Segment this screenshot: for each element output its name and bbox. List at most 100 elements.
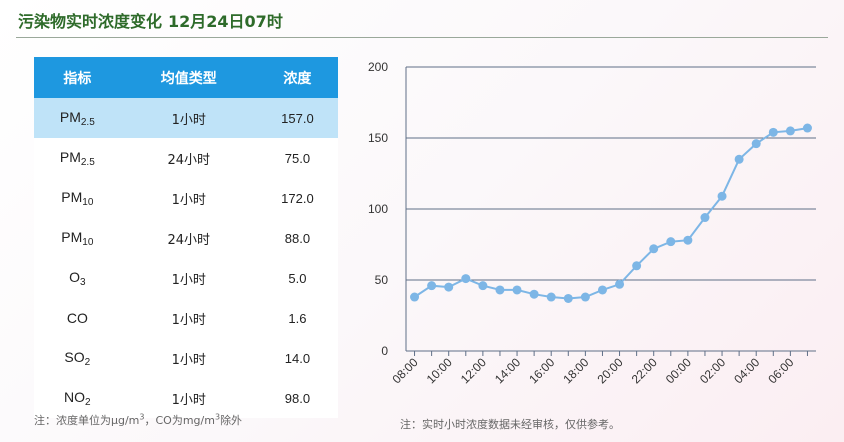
data-point[interactable] — [700, 213, 710, 223]
indicator-name: O — [69, 268, 80, 285]
y-tick-label: 200 — [368, 60, 388, 74]
unit-note: 注：浓度单位为μg/m3，CO为mg/m3除外 — [34, 412, 242, 428]
table-row[interactable]: NO2 1小时 98.0 — [34, 378, 338, 418]
data-point[interactable] — [580, 292, 590, 302]
data-point[interactable] — [478, 281, 488, 291]
unit-note-sup1: 3 — [139, 412, 145, 422]
average-type-cell: 1小时 — [171, 392, 206, 408]
data-point[interactable] — [802, 123, 812, 133]
indicator-name: PM — [59, 148, 81, 165]
table-header-row: 指标 均值类型 浓度 — [34, 57, 338, 98]
data-point[interactable] — [410, 292, 420, 302]
table-row[interactable]: PM10 1小时 172.0 — [34, 178, 338, 218]
series-line — [413, 127, 808, 300]
data-point[interactable] — [751, 139, 761, 149]
column-header-average-type: 均值类型 — [120, 57, 257, 98]
data-point[interactable] — [512, 285, 522, 295]
unit-note-c: 除外 — [220, 414, 243, 427]
y-tick-label: 100 — [368, 202, 388, 216]
data-point[interactable] — [632, 261, 642, 271]
concentration-cell: 98.0 — [284, 390, 311, 406]
concentration-cell: 157.0 — [281, 110, 314, 126]
x-tick-label: 14:00 — [492, 355, 523, 386]
indicator-cell: PM10 — [34, 178, 121, 218]
table-row[interactable]: PM2.5 1小时 157.0 — [34, 98, 338, 138]
concentration-cell: 14.0 — [284, 350, 311, 366]
data-point[interactable] — [785, 126, 795, 136]
indicator-cell: PM2.5 — [34, 138, 121, 178]
y-tick-label: 0 — [381, 344, 388, 358]
average-type-cell: 1小时 — [171, 352, 206, 368]
data-point[interactable] — [615, 279, 625, 289]
data-point[interactable] — [529, 289, 539, 299]
y-tick-label: 50 — [375, 273, 389, 287]
indicator-name: PM — [61, 188, 83, 205]
x-tick-label: 20:00 — [595, 355, 626, 386]
x-tick-label: 22:00 — [629, 355, 660, 386]
x-tick-label: 16:00 — [526, 355, 557, 386]
concentration-line-chart: 0 50 100 150 200 08:00 10:00 12:00 14:00 16:00 18:… — [368, 60, 816, 386]
average-type-cell: 1小时 — [171, 112, 206, 128]
data-point[interactable] — [597, 285, 607, 295]
data-point[interactable] — [461, 274, 471, 284]
indicator-cell: CO — [34, 298, 121, 338]
unit-note-sup2: 3 — [214, 412, 221, 422]
y-tick-label: 150 — [368, 131, 388, 145]
title-time: 12月24日07时 — [168, 12, 283, 31]
x-tick-label: 18:00 — [560, 355, 591, 386]
indicator-subscript: 2 — [84, 356, 91, 368]
concentration-cell: 1.6 — [288, 310, 307, 326]
indicator-subscript: 10 — [82, 236, 94, 248]
data-point[interactable] — [444, 282, 454, 292]
data-point[interactable] — [768, 127, 778, 137]
concentration-cell: 75.0 — [284, 150, 311, 166]
unit-note-b: ，CO为mg/m — [144, 414, 215, 427]
indicator-cell: SO2 — [34, 338, 121, 378]
data-point[interactable] — [734, 154, 744, 164]
title-text: 污染物实时浓度变化 — [18, 12, 163, 31]
column-header-indicator: 指标 — [34, 57, 121, 98]
average-type-cell: 1小时 — [171, 192, 206, 208]
indicator-cell: PM2.5 — [34, 98, 121, 138]
x-tick-label: 06:00 — [765, 355, 796, 386]
indicator-name: PM — [61, 228, 83, 245]
page-title: 污染物实时浓度变化 12月24日07时 — [18, 8, 283, 32]
data-point[interactable] — [546, 292, 556, 302]
average-type-cell: 1小时 — [171, 312, 206, 328]
header-divider — [16, 37, 828, 38]
indicator-subscript: 2.5 — [80, 156, 95, 168]
indicator-subscript: 3 — [79, 276, 86, 288]
data-point[interactable] — [427, 281, 437, 291]
concentration-cell: 5.0 — [288, 270, 307, 286]
indicator-cell: PM10 — [34, 218, 121, 258]
indicator-name: PM — [59, 108, 81, 125]
data-point[interactable] — [563, 293, 573, 303]
data-point[interactable] — [666, 237, 676, 247]
x-tick-label: 12:00 — [458, 355, 489, 386]
indicator-name: SO — [64, 348, 85, 365]
table-row[interactable]: SO2 1小时 14.0 — [34, 338, 338, 378]
indicator-name: CO — [66, 310, 88, 326]
indicator-subscript: 2 — [85, 396, 91, 408]
indicator-name: NO — [64, 388, 86, 405]
data-point[interactable] — [649, 244, 659, 254]
data-point[interactable] — [683, 235, 693, 245]
average-type-cell: 1小时 — [171, 272, 206, 288]
unit-note-a: 注：浓度单位为μg/m — [34, 414, 140, 427]
average-type-cell: 24小时 — [167, 152, 211, 168]
concentration-cell: 88.0 — [284, 230, 311, 246]
x-tick-label: 10:00 — [424, 355, 455, 386]
x-tick-label: 08:00 — [390, 355, 421, 386]
x-tick-label: 02:00 — [697, 355, 728, 386]
table-row[interactable]: O3 1小时 5.0 — [34, 258, 338, 298]
x-tick-label: 00:00 — [663, 355, 694, 386]
table-row[interactable]: CO 1小时 1.6 — [34, 298, 338, 338]
table-row[interactable]: PM2.5 24小时 75.0 — [34, 138, 338, 178]
data-point[interactable] — [717, 191, 727, 201]
average-type-cell: 24小时 — [167, 232, 211, 248]
indicator-cell: NO2 — [34, 378, 121, 418]
x-tick-label: 04:00 — [731, 355, 762, 386]
column-header-concentration: 浓度 — [256, 57, 338, 98]
table-row[interactable]: PM10 24小时 88.0 — [34, 218, 338, 258]
data-point[interactable] — [495, 285, 505, 295]
